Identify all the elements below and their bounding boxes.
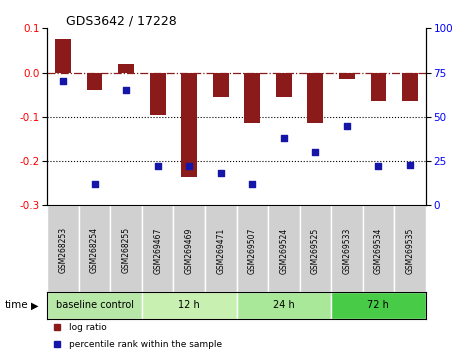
Text: 72 h: 72 h: [368, 300, 389, 310]
Text: GSM269469: GSM269469: [184, 227, 194, 274]
Text: GSM269467: GSM269467: [153, 227, 162, 274]
Text: GSM268253: GSM268253: [59, 227, 68, 274]
Point: [123, 87, 130, 93]
Bar: [181, 73, 197, 177]
Bar: [276, 73, 292, 97]
Bar: [150, 73, 166, 115]
Bar: [245, 73, 260, 124]
Bar: [307, 73, 323, 124]
Text: percentile rank within the sample: percentile rank within the sample: [69, 340, 222, 349]
Point: [312, 149, 319, 155]
Text: time: time: [5, 300, 28, 310]
Bar: [331, 292, 426, 319]
Point: [185, 164, 193, 169]
Text: 12 h: 12 h: [178, 300, 200, 310]
Bar: [402, 73, 418, 101]
Bar: [370, 73, 386, 101]
Text: baseline control: baseline control: [56, 300, 133, 310]
Bar: [363, 205, 394, 292]
Point: [343, 123, 350, 129]
Bar: [142, 205, 174, 292]
Point: [375, 164, 382, 169]
Bar: [110, 205, 142, 292]
Point: [248, 181, 256, 187]
Bar: [213, 73, 228, 97]
Bar: [331, 205, 363, 292]
Point: [280, 135, 288, 141]
Point: [91, 181, 98, 187]
Bar: [174, 205, 205, 292]
Point: [217, 171, 225, 176]
Text: 24 h: 24 h: [273, 300, 295, 310]
Text: GSM269524: GSM269524: [279, 227, 289, 274]
Bar: [47, 292, 142, 319]
Text: GSM269534: GSM269534: [374, 227, 383, 274]
Text: GSM269533: GSM269533: [342, 227, 351, 274]
Text: GSM269535: GSM269535: [405, 227, 414, 274]
Bar: [87, 73, 103, 90]
Bar: [236, 292, 331, 319]
Text: GSM269507: GSM269507: [248, 227, 257, 274]
Bar: [47, 205, 79, 292]
Point: [59, 79, 67, 84]
Bar: [268, 205, 299, 292]
Text: GSM268255: GSM268255: [122, 227, 131, 274]
Text: ▶: ▶: [31, 300, 38, 310]
Bar: [299, 205, 331, 292]
Point: [154, 164, 161, 169]
Text: log ratio: log ratio: [69, 323, 106, 332]
Bar: [118, 64, 134, 73]
Bar: [55, 39, 71, 73]
Bar: [142, 292, 236, 319]
Bar: [339, 73, 355, 79]
Bar: [205, 205, 236, 292]
Bar: [236, 205, 268, 292]
Text: GSM268254: GSM268254: [90, 227, 99, 274]
Text: GSM269525: GSM269525: [311, 227, 320, 274]
Text: GDS3642 / 17228: GDS3642 / 17228: [66, 14, 177, 27]
Bar: [79, 205, 110, 292]
Point: [406, 162, 414, 167]
Text: GSM269471: GSM269471: [216, 227, 225, 274]
Bar: [394, 205, 426, 292]
